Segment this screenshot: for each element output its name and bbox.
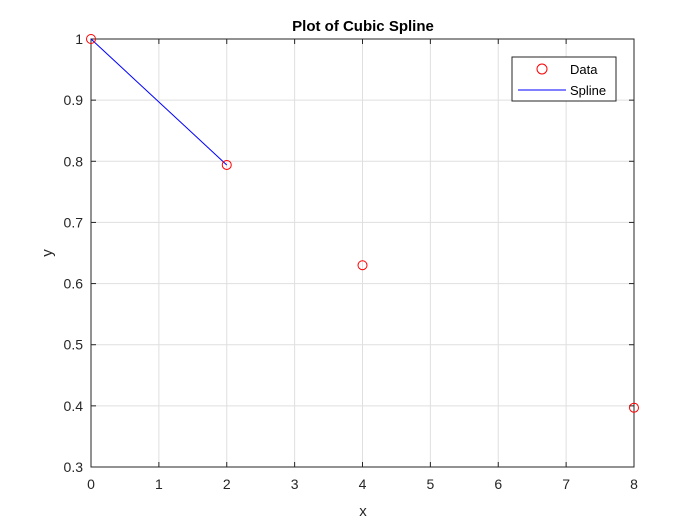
legend-label-data: Data bbox=[570, 62, 598, 77]
series bbox=[86, 34, 639, 413]
data-point bbox=[86, 34, 96, 44]
y-tick-label: 1 bbox=[75, 31, 83, 47]
data-point bbox=[629, 402, 639, 413]
legend: Data Spline bbox=[511, 56, 617, 102]
spline-line bbox=[90, 38, 228, 166]
x-tick-label: 8 bbox=[630, 476, 638, 492]
y-tick-label: 0.5 bbox=[64, 337, 84, 353]
data-point bbox=[221, 159, 232, 170]
y-tick-label: 0.6 bbox=[64, 276, 84, 292]
legend-marker-data bbox=[536, 63, 548, 75]
x-axis-label: x bbox=[359, 503, 367, 520]
x-tick-label: 1 bbox=[155, 476, 163, 492]
y-tick-label: 0.9 bbox=[64, 92, 84, 108]
chart-title: Plot of Cubic Spline bbox=[292, 18, 434, 35]
y-tick-label: 0.7 bbox=[64, 214, 84, 230]
x-tick-label: 2 bbox=[223, 476, 231, 492]
ticks: 0 1 2 3 4 5 6 7 8 0.3 0.4 0.5 0.6 0.7 0.8 0.9 1 bbox=[64, 31, 639, 492]
x-tick-label: 4 bbox=[359, 476, 367, 492]
legend-label-spline: Spline bbox=[570, 83, 606, 98]
x-tick-label: 0 bbox=[87, 476, 95, 492]
y-tick-label: 0.3 bbox=[64, 459, 84, 475]
x-tick-label: 7 bbox=[562, 476, 570, 492]
y-tick-label: 0.8 bbox=[64, 153, 84, 169]
legend-box bbox=[511, 56, 617, 102]
y-axis-label: y bbox=[39, 249, 56, 257]
x-tick-label: 5 bbox=[426, 476, 434, 492]
y-tick-label: 0.4 bbox=[64, 398, 84, 414]
x-tick-label: 3 bbox=[291, 476, 299, 492]
data-point bbox=[357, 260, 368, 271]
x-tick-label: 6 bbox=[494, 476, 502, 492]
